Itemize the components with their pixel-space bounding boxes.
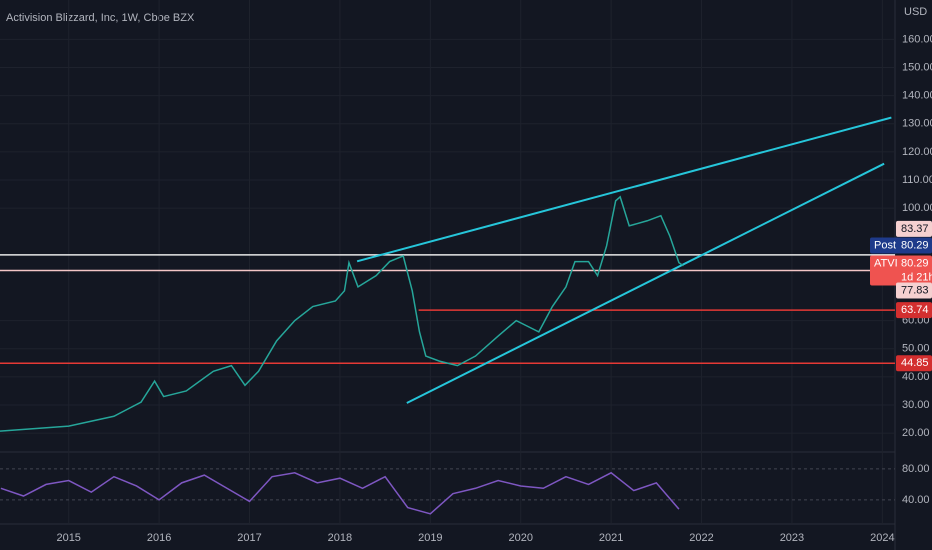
x-tick-label: 2023: [780, 532, 804, 544]
y-tick-label: 80.00: [902, 463, 930, 475]
y-tick-label: 40.00: [902, 371, 930, 383]
y-tick-label: 110.00: [902, 174, 932, 186]
y-tick-label: 150.00: [902, 61, 932, 73]
x-tick-label: 2016: [147, 532, 171, 544]
x-tick-label: 2018: [328, 532, 352, 544]
currency: USD: [904, 6, 927, 18]
chart-title: Activision Blizzard, Inc, 1W, Cboe BZX: [6, 12, 195, 24]
badge-text: 80.29: [901, 239, 929, 251]
y-tick-label: 20.00: [902, 427, 930, 439]
x-tick-label: 2019: [418, 532, 442, 544]
price-badge: [870, 237, 932, 254]
price-badge: [896, 355, 932, 372]
badge-text: 83.37: [901, 223, 929, 235]
series-line: [0, 471, 680, 515]
series-line: [0, 195, 684, 432]
badge-text: Post: [874, 239, 896, 251]
y-tick-label: 120.00: [902, 146, 932, 158]
x-tick-label: 2015: [56, 532, 80, 544]
badge-text: 77.83: [901, 284, 929, 296]
price-badge: [896, 302, 932, 319]
y-tick-label: 40.00: [902, 494, 930, 506]
y-tick-label: 30.00: [902, 399, 930, 411]
trendline: [406, 162, 885, 404]
x-tick-label: 2017: [237, 532, 261, 544]
badge-text: 44.85: [901, 357, 929, 369]
trendline: [356, 116, 892, 263]
badge-text: 63.74: [901, 304, 929, 316]
price-badge: [896, 282, 932, 299]
y-tick-label: 130.00: [902, 118, 932, 130]
x-tick-label: 2021: [599, 532, 623, 544]
x-tick-label: 2022: [689, 532, 713, 544]
y-tick-label: 140.00: [902, 90, 932, 102]
x-tick-label: 2024: [870, 532, 894, 544]
badge-text: 80.29: [901, 257, 929, 269]
badge-text: ATVI: [874, 257, 898, 269]
x-tick-label: 2020: [508, 532, 532, 544]
y-tick-label: 50.00: [902, 343, 930, 355]
price-badge: [870, 255, 932, 286]
y-tick-label: 100.00: [902, 202, 932, 214]
y-tick-label: 160.00: [902, 33, 932, 45]
badge-text: 1d 21h: [901, 271, 932, 283]
price-badge: [896, 220, 932, 237]
